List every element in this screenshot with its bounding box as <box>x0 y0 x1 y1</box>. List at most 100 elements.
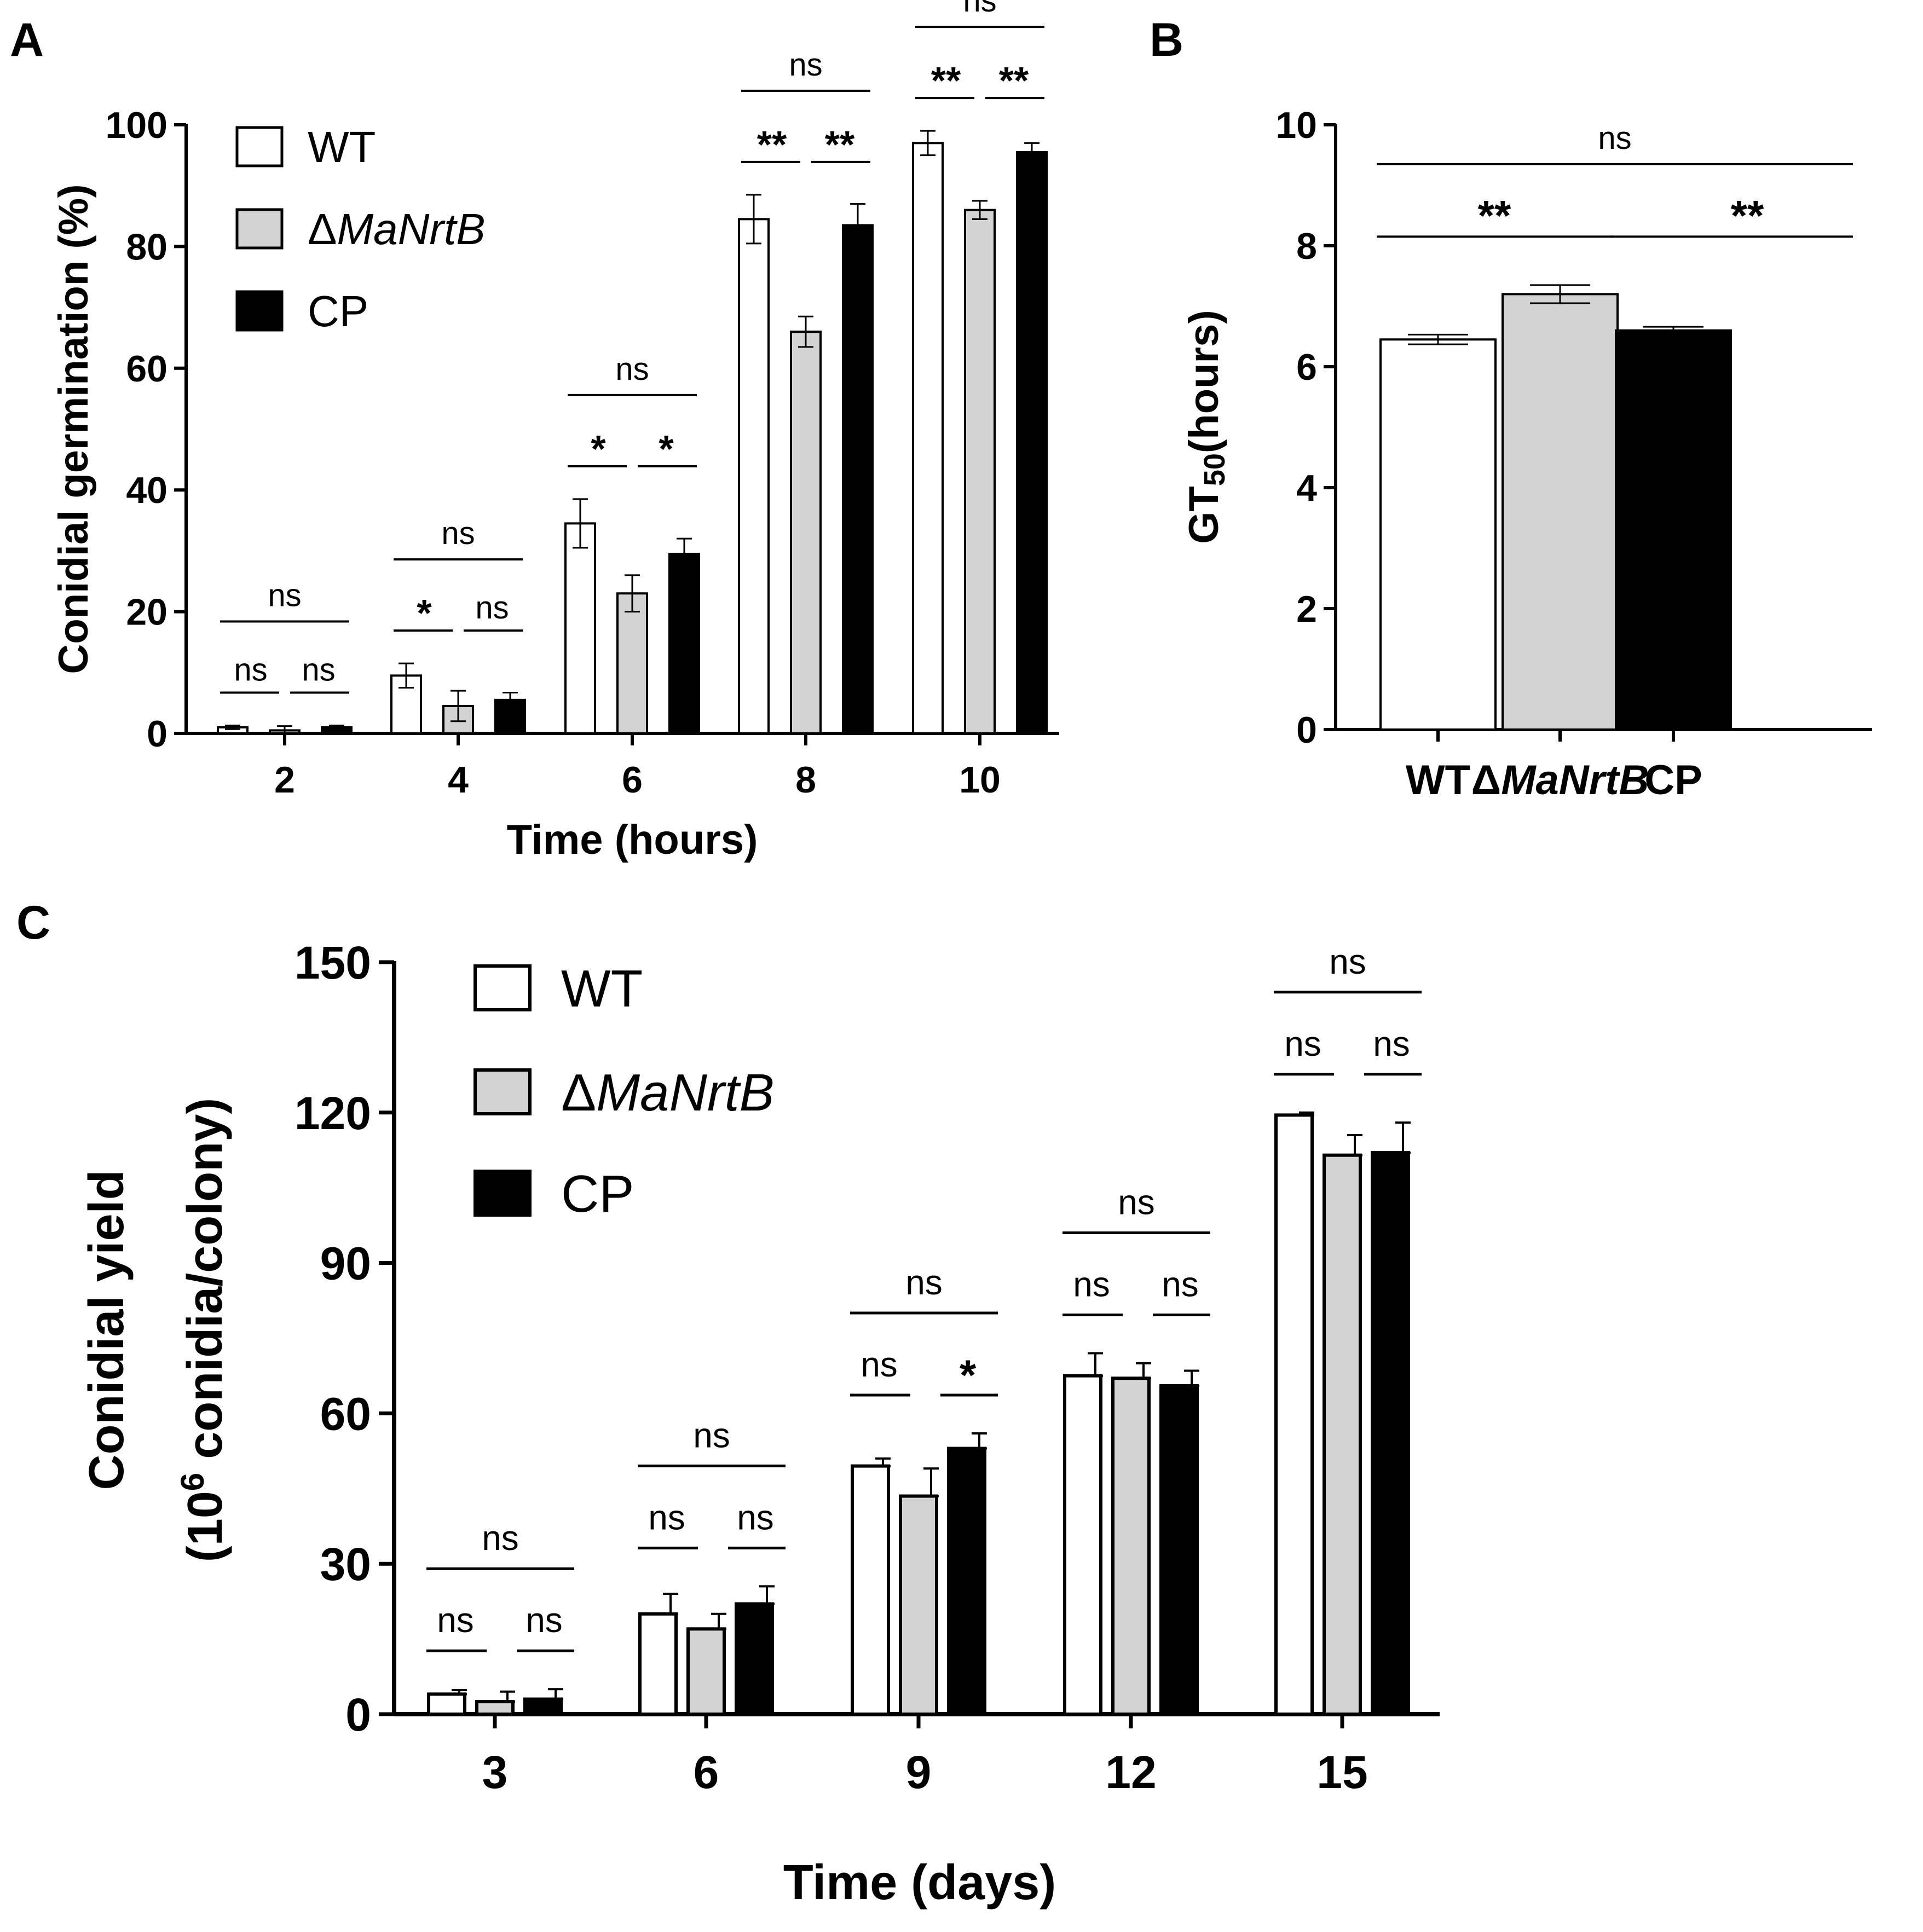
legend-label-main: Δ <box>561 1063 596 1122</box>
legend-label-main: Δ <box>308 205 337 253</box>
sig-label-left: ns <box>861 1345 898 1384</box>
y-tick-label: 6 <box>1296 346 1317 388</box>
legend-label: CP <box>308 287 368 336</box>
sig-label-left: * <box>591 427 606 470</box>
x-tick-label: 2 <box>274 759 295 801</box>
x-tick-label: ΔMaNrtB <box>1471 757 1649 803</box>
sig-label-left: ns <box>234 652 267 688</box>
legend-label-main: WT <box>308 123 376 171</box>
sig-label-left: * <box>417 592 432 634</box>
y-tick-label: 60 <box>320 1388 371 1439</box>
legend-label-main: CP <box>308 287 368 336</box>
sig-label-top: ns <box>268 578 301 614</box>
sig-label-left: ** <box>931 59 961 102</box>
y-tick-label: 100 <box>106 105 168 146</box>
x-tick-label: 9 <box>906 1746 932 1798</box>
legend-swatch-CP <box>473 1170 532 1217</box>
bar-CP <box>1016 151 1048 734</box>
bar-WT <box>1379 338 1497 731</box>
x-tick-label-main: CP <box>1644 757 1702 803</box>
x-tick-label: 15 <box>1316 1746 1367 1798</box>
bar-CP <box>842 224 874 735</box>
y-axis-title-line2-superscript: 6 <box>174 1473 211 1491</box>
sig-label-top: ns <box>963 0 996 19</box>
bar-delta-MaNrtB <box>686 1627 726 1716</box>
legend-swatch-CP <box>235 290 284 332</box>
sig-label-top: ns <box>693 1415 730 1455</box>
panel-label-b: B <box>1150 14 1183 66</box>
sig-label-right: ns <box>1162 1264 1199 1304</box>
sig-label-right: * <box>659 427 674 470</box>
bar-delta-MaNrtB <box>964 209 996 734</box>
bar-CP <box>947 1447 986 1716</box>
y-axis-title-line2: (106 conidia/colony) <box>174 1098 233 1563</box>
y-tick-label: 2 <box>1296 588 1317 630</box>
bar-CP <box>735 1602 774 1716</box>
bar-WT <box>427 1692 466 1716</box>
x-tick-label: 6 <box>622 759 643 801</box>
sig-label-top: ns <box>1598 120 1631 156</box>
sig-label-left: ns <box>1284 1024 1321 1063</box>
y-tick-label: 0 <box>345 1689 371 1740</box>
y-tick-label: 4 <box>1296 467 1317 509</box>
sig-label-right: ns <box>1373 1024 1410 1063</box>
legend-label-italic: MaNrtB <box>596 1063 774 1122</box>
sig-label-top: ns <box>615 351 649 387</box>
panel-label-c: C <box>16 896 50 949</box>
y-tick-label: 90 <box>320 1238 371 1289</box>
x-tick-label: 8 <box>795 759 816 801</box>
y-tick-label: 80 <box>126 226 168 268</box>
sig-label-top: ns <box>905 1263 943 1302</box>
bar-CP <box>1371 1151 1410 1716</box>
bar-CP <box>668 552 700 735</box>
x-tick-label: 6 <box>694 1746 719 1798</box>
x-tick-label: CP <box>1644 757 1702 803</box>
legend-label: ΔMaNrtB <box>561 1063 774 1122</box>
x-tick-label: 10 <box>959 759 1001 801</box>
sig-label-right: ns <box>737 1497 774 1537</box>
sig-label-top: ns <box>1329 942 1366 981</box>
bar-WT <box>738 218 770 734</box>
bar-delta-MaNrtB <box>1111 1376 1151 1716</box>
y-tick-label: 10 <box>1275 105 1317 146</box>
bar-WT <box>912 142 944 734</box>
sig-label-right: ns <box>302 652 335 688</box>
y-tick-label: 20 <box>126 592 168 633</box>
sig-label-left: ** <box>757 123 787 166</box>
legend-label-main: WT <box>561 959 643 1018</box>
y-tick-label: 120 <box>294 1088 371 1139</box>
bar-delta-MaNrtB <box>1323 1153 1362 1716</box>
y-axis-title: GT50(hours) <box>1181 310 1231 543</box>
x-tick-label: 3 <box>482 1746 508 1798</box>
sig-label-right: ns <box>475 590 509 626</box>
bar-CP <box>523 1697 563 1716</box>
bar-delta-MaNrtB <box>899 1494 938 1716</box>
bar-WT <box>1063 1374 1102 1716</box>
bar-CP <box>1615 329 1732 731</box>
legend-swatch-delta-MaNrtB <box>235 208 284 250</box>
sig-label-top: ns <box>441 516 475 551</box>
sig-label-top: ns <box>789 47 822 83</box>
bar-delta-MaNrtB <box>790 331 822 734</box>
bar-WT <box>1274 1113 1314 1716</box>
y-tick-label: 60 <box>126 348 168 390</box>
panel-c: C 0 30 60 90 120 150 3 6 9 12 15 Time (days) Conidial… <box>16 896 1440 1910</box>
sig-label-left: ** <box>1478 191 1511 239</box>
legend-swatch-WT <box>473 964 532 1011</box>
bar-delta-MaNrtB <box>616 592 648 734</box>
bar-WT <box>851 1464 890 1716</box>
y-tick-label: 8 <box>1296 225 1317 267</box>
sig-label-top: ns <box>1118 1182 1155 1222</box>
sig-label-right: ns <box>525 1600 563 1640</box>
y-axis-title-tail: (hours) <box>1181 310 1227 453</box>
legend-label: ΔMaNrtB <box>308 205 486 253</box>
sig-label-right: ** <box>999 59 1029 102</box>
sig-label-right: * <box>960 1351 977 1399</box>
y-tick-label: 150 <box>294 937 371 988</box>
y-axis-title: Conidial germination (%) <box>50 184 97 674</box>
legend-swatch-WT <box>235 126 284 167</box>
x-axis-title: Time (hours) <box>507 817 758 863</box>
legend-swatch-delta-MaNrtB <box>473 1068 532 1115</box>
sig-label-left: ns <box>437 1600 474 1640</box>
